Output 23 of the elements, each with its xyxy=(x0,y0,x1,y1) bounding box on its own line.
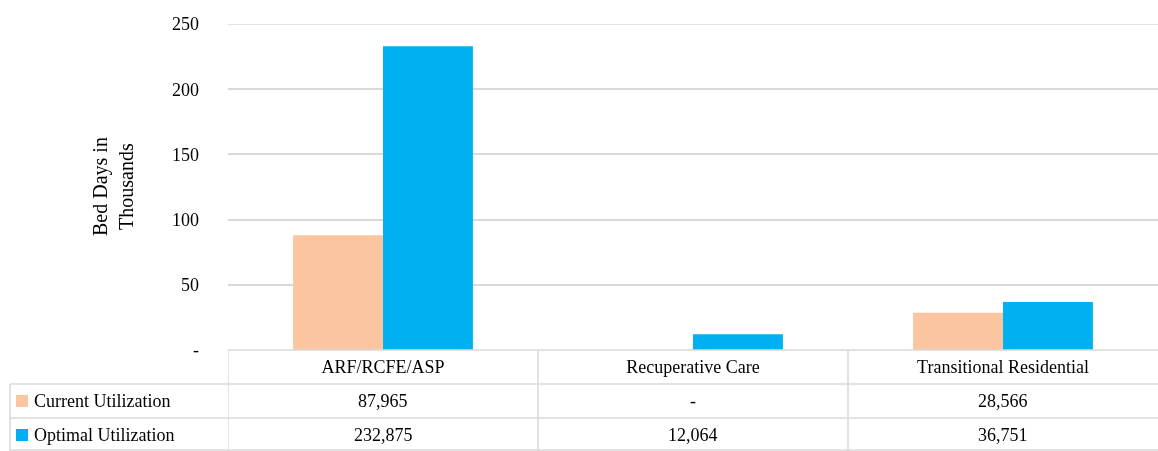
bar xyxy=(1003,302,1093,350)
y-tick-label: - xyxy=(193,340,199,361)
bar xyxy=(693,334,783,350)
x-tick-label: Transitional Residential xyxy=(917,357,1089,377)
x-tick-label: Recuperative Care xyxy=(626,357,760,377)
y-tick-label: 100 xyxy=(172,209,199,230)
x-tick-label: ARF/RCFE/ASP xyxy=(321,357,445,377)
y-tick-label: 250 xyxy=(172,14,199,35)
bar xyxy=(293,235,383,350)
text: 232,875 xyxy=(354,425,413,445)
text: 36,751 xyxy=(978,425,1028,445)
text: 87,965 xyxy=(358,391,408,411)
y-tick-label: 50 xyxy=(181,275,199,296)
legend-label: Current Utilization xyxy=(34,391,171,411)
bar xyxy=(383,46,473,350)
text: - xyxy=(690,391,696,411)
bar xyxy=(913,312,1003,350)
y-tick-label: 200 xyxy=(172,79,199,100)
legend-label: Optimal Utilization xyxy=(34,425,175,445)
y-axis-title: Bed Days in Thousands xyxy=(89,137,137,236)
y-tick-label: 150 xyxy=(172,144,199,165)
text: 12,064 xyxy=(668,425,718,445)
text: 28,566 xyxy=(978,391,1028,411)
